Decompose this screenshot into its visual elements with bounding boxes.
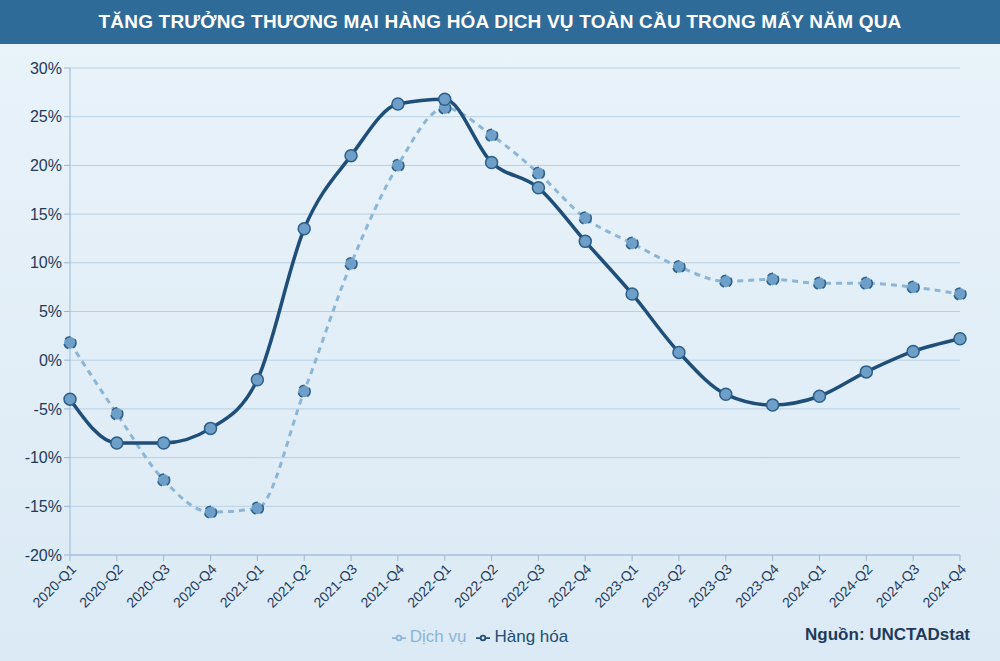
svg-text:-5%: -5% [34, 401, 62, 418]
svg-text:2023-Q3: 2023-Q3 [685, 561, 735, 611]
svg-text:2022-Q3: 2022-Q3 [498, 561, 548, 611]
svg-text:2023-Q2: 2023-Q2 [638, 561, 688, 611]
svg-text:2020-Q4: 2020-Q4 [170, 561, 220, 611]
svg-text:30%: 30% [30, 60, 62, 77]
svg-text:2021-Q2: 2021-Q2 [264, 561, 314, 611]
svg-text:2022-Q2: 2022-Q2 [451, 561, 501, 611]
svg-text:25%: 25% [30, 108, 62, 125]
svg-text:2021-Q1: 2021-Q1 [217, 561, 267, 611]
svg-text:-20%: -20% [25, 547, 62, 564]
svg-text:5%: 5% [39, 303, 62, 320]
svg-text:15%: 15% [30, 206, 62, 223]
svg-text:2023-Q1: 2023-Q1 [591, 561, 641, 611]
svg-text:2020-Q3: 2020-Q3 [123, 561, 173, 611]
svg-text:2024-Q3: 2024-Q3 [872, 561, 922, 611]
svg-text:2020-Q2: 2020-Q2 [76, 561, 126, 611]
html-text:Dịch vụ: Dịch vụ [409, 627, 467, 646]
html-text:Nguồn: UNCTADstat: Nguồn: UNCTADstat [805, 625, 970, 644]
svg-text:2024-Q4: 2024-Q4 [919, 561, 969, 611]
svg-text:20%: 20% [30, 157, 62, 174]
svg-text:10%: 10% [30, 254, 62, 271]
svg-text:0%: 0% [39, 352, 62, 369]
svg-text:-15%: -15% [25, 498, 62, 515]
svg-text:2020-Q1: 2020-Q1 [29, 561, 79, 611]
svg-text:2024-Q1: 2024-Q1 [779, 561, 829, 611]
svg-text:2023-Q4: 2023-Q4 [732, 561, 782, 611]
svg-text:2024-Q2: 2024-Q2 [826, 561, 876, 611]
html-text:TĂNG TRƯỞNG THƯƠNG MẠI HÀNG HÓ: TĂNG TRƯỞNG THƯƠNG MẠI HÀNG HÓA DỊCH VỤ … [98, 11, 902, 32]
svg-text:2021-Q4: 2021-Q4 [357, 561, 407, 611]
svg-text:2022-Q4: 2022-Q4 [545, 561, 595, 611]
svg-text:2021-Q3: 2021-Q3 [310, 561, 360, 611]
html-text:Hàng hóa: Hàng hóa [494, 627, 569, 646]
svg-text:2022-Q1: 2022-Q1 [404, 561, 454, 611]
svg-text:-10%: -10% [25, 449, 62, 466]
